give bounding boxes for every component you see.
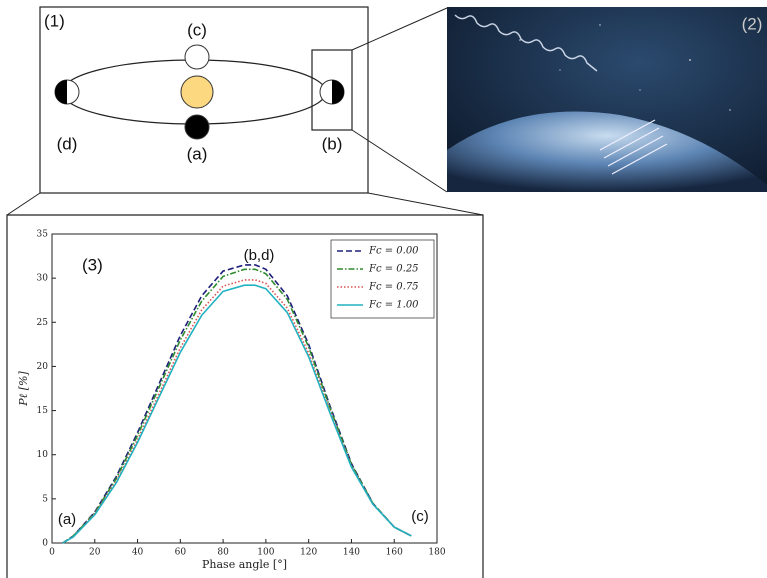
phase-label: (d)	[57, 134, 78, 153]
x-tick-label: 180	[428, 548, 445, 558]
planet-d-shadow	[55, 80, 67, 104]
plot-frame	[51, 233, 438, 544]
light-beam	[454, 14, 598, 72]
series-line	[62, 284, 412, 544]
zoom-box	[311, 49, 353, 131]
legend-label: Fc = 1.00	[368, 300, 419, 311]
y-tick-label: 20	[37, 362, 49, 372]
y-tick-label: 35	[37, 230, 49, 240]
connector	[351, 129, 448, 193]
legend-label: Fc = 0.75	[368, 282, 419, 293]
y-tick-label: 15	[37, 406, 49, 416]
x-axis-label: Phase angle [°]	[202, 558, 287, 571]
y-tick-label: 10	[37, 450, 49, 460]
legend-label: Fc = 0.25	[368, 264, 419, 275]
x-tick-label: 100	[257, 548, 274, 558]
legend-label: Fc = 0.00	[368, 246, 419, 257]
series-line	[62, 279, 412, 544]
y-tick-label: 25	[37, 318, 49, 328]
planet-c	[184, 44, 210, 70]
y-axis-label: Pℓ [%]	[17, 371, 30, 407]
phase-label: (a)	[187, 144, 208, 163]
panel-3-frame	[6, 214, 484, 578]
planet-a	[184, 114, 210, 140]
annotation: (c)	[411, 508, 429, 525]
planet-surface	[447, 111, 767, 192]
connector	[6, 192, 41, 216]
x-tick-label: 60	[175, 548, 187, 558]
panel-label: (1)	[44, 11, 65, 30]
y-tick-label: 0	[42, 539, 48, 549]
y-tick-label: 30	[37, 274, 49, 284]
y-tick-label: 5	[42, 494, 48, 504]
planet-b-shadow	[332, 80, 344, 104]
x-tick-label: 160	[386, 548, 403, 558]
chart: 0 20 40 60 80 100 120 140 160 180 0 5 10 15 20 25 30 35 Ph…	[17, 230, 446, 572]
x-tick-label: 140	[343, 548, 360, 558]
x-tick-label: 40	[132, 548, 144, 558]
connector	[367, 192, 484, 216]
reflected-light	[599, 119, 668, 175]
annotation: (a)	[58, 511, 76, 528]
annotation: (3)	[82, 255, 103, 274]
x-tick-label: 20	[89, 548, 101, 558]
x-tick-label: 0	[49, 548, 55, 558]
series-line	[62, 268, 412, 544]
phase-label: (c)	[187, 20, 207, 39]
annotation: (b,d)	[244, 247, 275, 264]
panel-label: (2)	[742, 14, 763, 33]
x-tick-label: 80	[217, 548, 229, 558]
phase-label: (b)	[322, 134, 343, 153]
connector	[351, 7, 448, 51]
x-tick-label: 120	[300, 548, 317, 558]
star	[180, 75, 214, 109]
